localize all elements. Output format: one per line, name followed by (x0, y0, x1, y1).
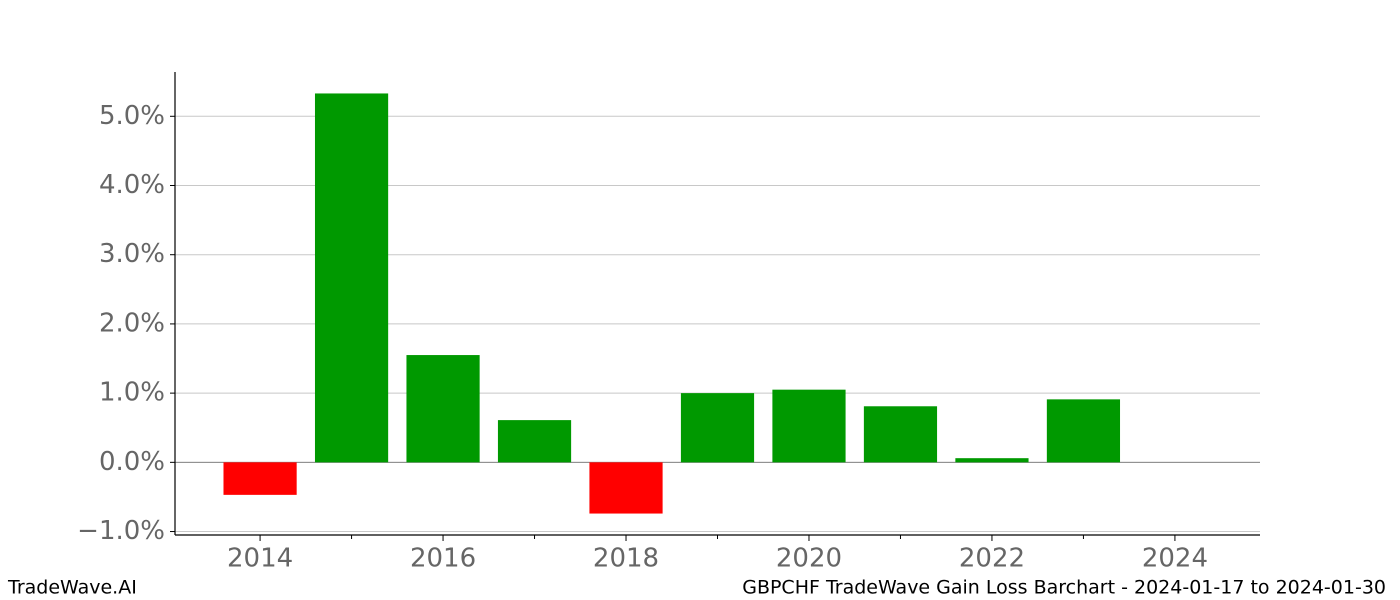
y-tick-label: 4.0% (99, 170, 165, 200)
bar (955, 458, 1029, 463)
bar (497, 420, 572, 463)
x-tick-label: 2020 (776, 544, 842, 574)
bar (772, 389, 846, 463)
y-tick-label: −1.0% (77, 516, 165, 546)
bar (406, 355, 480, 463)
x-tick-label: 2024 (1142, 544, 1208, 574)
y-tick-label: 3.0% (99, 239, 165, 269)
y-tick-label: 2.0% (99, 308, 165, 338)
y-tick-label: 1.0% (99, 378, 165, 408)
bar (314, 93, 389, 463)
x-tick-label: 2018 (593, 544, 659, 574)
bar (589, 462, 663, 514)
bar (680, 393, 755, 463)
x-tick-label: 2022 (959, 544, 1025, 574)
y-tick-label: 5.0% (99, 101, 165, 131)
x-tick-label: 2016 (410, 544, 476, 574)
x-tick-label: 2014 (227, 544, 293, 574)
y-tick-label: 0.0% (99, 447, 165, 477)
caption: GBPCHF TradeWave Gain Loss Barchart - 20… (742, 577, 1386, 599)
watermark: TradeWave.AI (7, 577, 137, 599)
bar (223, 462, 297, 495)
bar (1046, 399, 1121, 463)
bar (863, 406, 938, 463)
